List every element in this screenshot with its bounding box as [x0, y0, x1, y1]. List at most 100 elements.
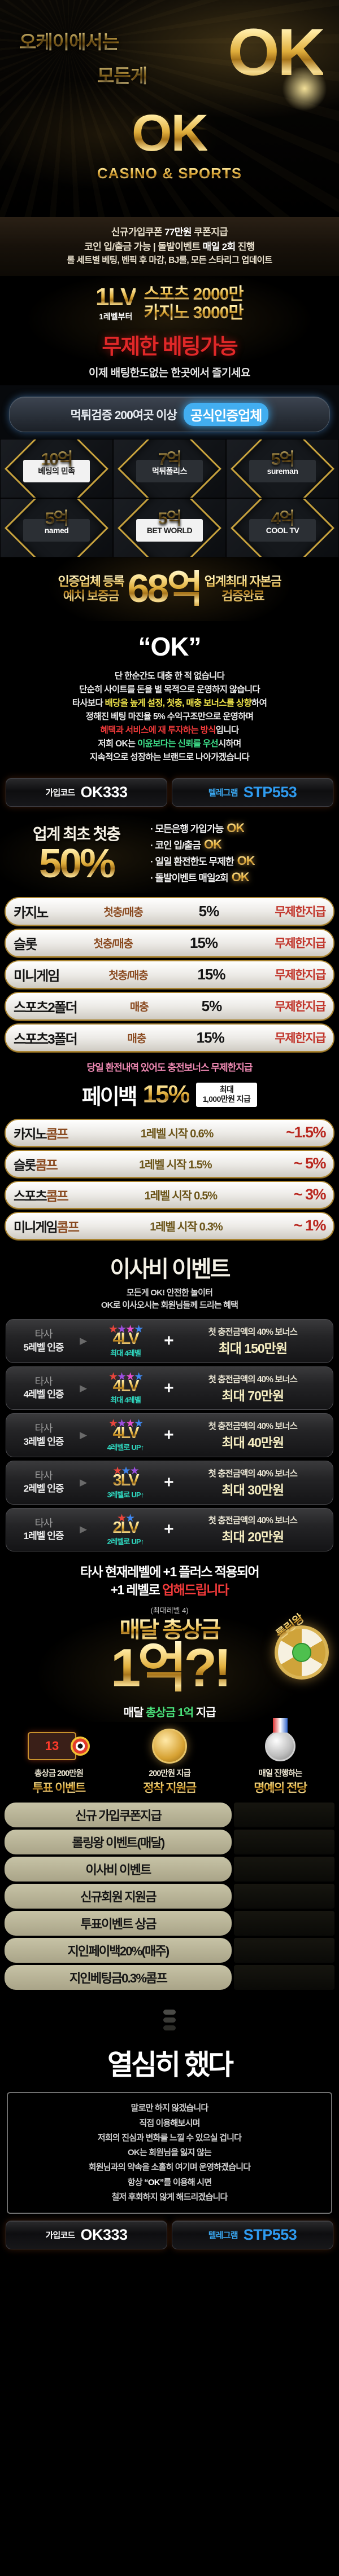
bonus-game-name: 카지노 [14, 905, 49, 921]
level-badge: 1LV 1레벨부터 [95, 285, 137, 322]
level-sublabel: 1레벨부터 [99, 312, 133, 322]
telegram-pill[interactable]: 텔레그램 STP553 [172, 2221, 333, 2250]
prize-name: 롤링왕 이벤트(매달) [5, 1830, 232, 1855]
partner-cell[interactable]: 먹튀폴리스 7억 [113, 439, 226, 499]
closing-line-1: 말로만 하지 않겠습니다 [131, 2103, 209, 2113]
join-code-label: 가입코드 [45, 788, 75, 798]
notice-bar: 신규가입쿠폰 77만원 쿠폰지급 코인 입/출금 가능 | 돌발이벤트 매일 2… [0, 217, 339, 276]
limit-amounts: 스포츠 2000만 카지노 3000만 [144, 285, 244, 322]
coin-shape [152, 1729, 187, 1764]
statement-line-6: 저희 OK는 이윤보다는 신뢰를 우선시하며 [98, 738, 241, 749]
dot [163, 2010, 176, 2015]
statement-line-4: 정해진 베팅 마진율 5% 수익구조만으로 운영하며 [85, 711, 254, 722]
closing-line-5: 회원님과의 약속을 소홀히 여기며 운영하겠습니다 [88, 2162, 251, 2173]
bonus-note: 당일 환전내역 있어도 충전보너스 무제한지급 [86, 1062, 253, 1073]
comp-range: ~ 3% [293, 1186, 327, 1203]
bonus-info: 첫 충전금액의 40% 보너스 최대 70만원 [179, 1373, 327, 1404]
dot [163, 2017, 176, 2023]
event-cards: 13 총상금 200만원 투표 이벤트 200만원 지급 정착 지원금 매일 진… [0, 1722, 339, 1798]
hero-headline-line1: 오케이에서는 [19, 27, 119, 54]
bonus-game-name: 미니게임 [14, 968, 60, 984]
tier-label: 타사 2레벨 인증 [23, 1470, 64, 1494]
bonus-top-text: 첫 충전금액의 40% 보너스 [208, 1327, 298, 1338]
comp-row: 스포츠콤프 1레벨 시작 0.5% ~ 3% [5, 1180, 334, 1209]
code-bar-bottom: 가입코드 OK333 텔레그램 STP553 [0, 2214, 339, 2260]
card-subtitle: 200만원 지급 [149, 1769, 191, 1779]
ok-check-icon: OK [237, 853, 255, 868]
bonus-info: 첫 충전금액의 40% 보너스 최대 40만원 [179, 1419, 327, 1451]
partner-brand: named [23, 518, 90, 542]
partner-amount: 5억 [271, 445, 295, 470]
event-card[interactable]: 200만원 지급 정착 지원금 [115, 1725, 224, 1796]
comp-row: 미니게임콤프 1레벨 시작 0.3% ~ 1% [5, 1211, 334, 1240]
stars-icon: ★★★★ [108, 1324, 144, 1336]
bonus-game-name: 슬롯 [14, 937, 37, 952]
level-note: 3레벨로 UP↑ [107, 1490, 145, 1499]
arrow-right-icon: ▶ [80, 1524, 88, 1535]
stars-icon: ★★★★ [108, 1418, 144, 1430]
first-charge-headline: 업계 최초 첫충 50% [6, 822, 147, 884]
level-note: 2레벨로 UP↑ [107, 1537, 145, 1546]
prize-row: 롤링왕 이벤트(매달) 1억원 [5, 1830, 334, 1855]
prize-value: 150만원 [234, 1857, 334, 1882]
partner-cell[interactable]: COOL TV 4억 [226, 498, 339, 558]
partner-amount: 5억 [158, 504, 182, 529]
partner-cell[interactable]: BET WORLD 5억 [113, 498, 226, 558]
card-title: 정착 지원금 [115, 1779, 224, 1796]
first-charge-section: 업계 최초 첫충 50% · 모든은행 가입가능 OK · 코인 입/출금 OK… [0, 813, 339, 893]
closing-line-3: 저희의 진심과 변화를 느낄 수 있으실 겁니다 [97, 2133, 242, 2143]
level-note: 최대 4레벨 [110, 1348, 141, 1357]
prize-value: 200만원 [234, 1884, 334, 1909]
closing-message-box: 말로만 하지 않겠습니다 직접 이용해보시며 저희의 진심과 변화를 느낄 수 … [7, 2092, 332, 2214]
verification-count-text: 먹튀검증 200여곳 이상 [70, 408, 177, 422]
telegram-pill[interactable]: 텔레그램 STP553 [172, 777, 333, 807]
partner-cell[interactable]: named 5억 [0, 498, 113, 558]
hero-ok-logo-large: OK [228, 15, 330, 115]
bonus-top-text: 첫 충전금액의 40% 보너스 [208, 1374, 298, 1384]
ok-check-icon: OK [227, 820, 245, 835]
prize-table: 신규 가입쿠폰지급 77만원 롤링왕 이벤트(매달) 1억원 이사비 이벤트 1… [0, 1798, 339, 1998]
partner-brand: COOL TV [249, 518, 316, 542]
point-item: · 코인 입/출금 OK [150, 837, 222, 851]
prize-row: 투표이벤트 상금 200만원 [5, 1911, 334, 1936]
scoreboard-display: 13 [28, 1732, 76, 1761]
bonus-top-text: 첫 충전금액의 40% 보너스 [208, 1516, 298, 1526]
statement-line-2: 단순히 사이트를 돈을 벌 목적으로 운영하지 않습니다 [79, 684, 260, 694]
dart-target-icon [71, 1737, 90, 1756]
level-badge: ★★★ 3LV 3레벨로 UP↑ [92, 1466, 159, 1500]
comp-game-name: 슬롯콤프 [14, 1157, 58, 1172]
join-code-pill[interactable]: 가입코드 OK333 [6, 2221, 167, 2250]
jackpot-amount: 1억?! [0, 1641, 339, 1695]
join-code-pill[interactable]: 가입코드 OK333 [6, 777, 167, 807]
partner-cell[interactable]: 베팅의 민족 10억 [0, 439, 113, 499]
level-value: 4LV [92, 1378, 159, 1395]
verification-pill: 먹튀검증 200여곳 이상 공식인증업체 [9, 397, 330, 433]
capital-right-text: 업계최대 자본금 검증완료 [204, 574, 281, 603]
brand-statement: “OK” 단 한순간도 대충 한 적 없습니다 단순히 사이트를 돈을 벌 목적… [0, 621, 339, 772]
level-tagline: 이제 배팅한도없는 한곳에서 즐기세요 [88, 367, 251, 380]
partner-cell[interactable]: sureman 5억 [226, 439, 339, 499]
closing-line-2: 직접 이용해보시며 [139, 2118, 200, 2128]
comp-start: 1레벨 시작 0.3% [150, 1221, 223, 1234]
level-value: 4LV [92, 1331, 159, 1347]
partner-amount: 4억 [271, 504, 295, 529]
bonus-info: 첫 충전금액의 40% 보너스 최대 20만원 [179, 1514, 327, 1545]
partner-brand: 베팅의 민족 [23, 459, 90, 482]
bonus-percent: 15% [197, 965, 225, 983]
level-badge: ★★ 2LV 2레벨로 UP↑ [92, 1513, 159, 1547]
comp-start: 1레벨 시작 1.5% [139, 1159, 212, 1172]
scroll-dots-decoration [0, 1998, 339, 2038]
event-card[interactable]: 매일 진행하는 명예의 전당 [226, 1725, 334, 1796]
event-card[interactable]: 13 총상금 200만원 투표 이벤트 [5, 1725, 113, 1796]
bonus-game-name: 스포츠2폴더 [14, 1000, 78, 1016]
first-charge-title: 업계 최초 첫충 [32, 825, 121, 843]
payback-percent: 15% [142, 1080, 190, 1109]
join-code-value: OK333 [80, 2226, 128, 2244]
hero-subtitle: CASINO & SPORTS [97, 165, 242, 182]
hero-banner: 오케이에서는 모든게 OK OK OK CASINO & SPORTS [0, 0, 339, 217]
statement-line-1: 단 한순간도 대충 한 적 없습니다 [114, 671, 225, 681]
comp-range: ~ 1% [293, 1217, 327, 1234]
card-title: 투표 이벤트 [5, 1779, 113, 1796]
prize-name: 투표이벤트 상금 [5, 1911, 232, 1936]
tier-label: 타사 3레벨 인증 [23, 1423, 64, 1447]
